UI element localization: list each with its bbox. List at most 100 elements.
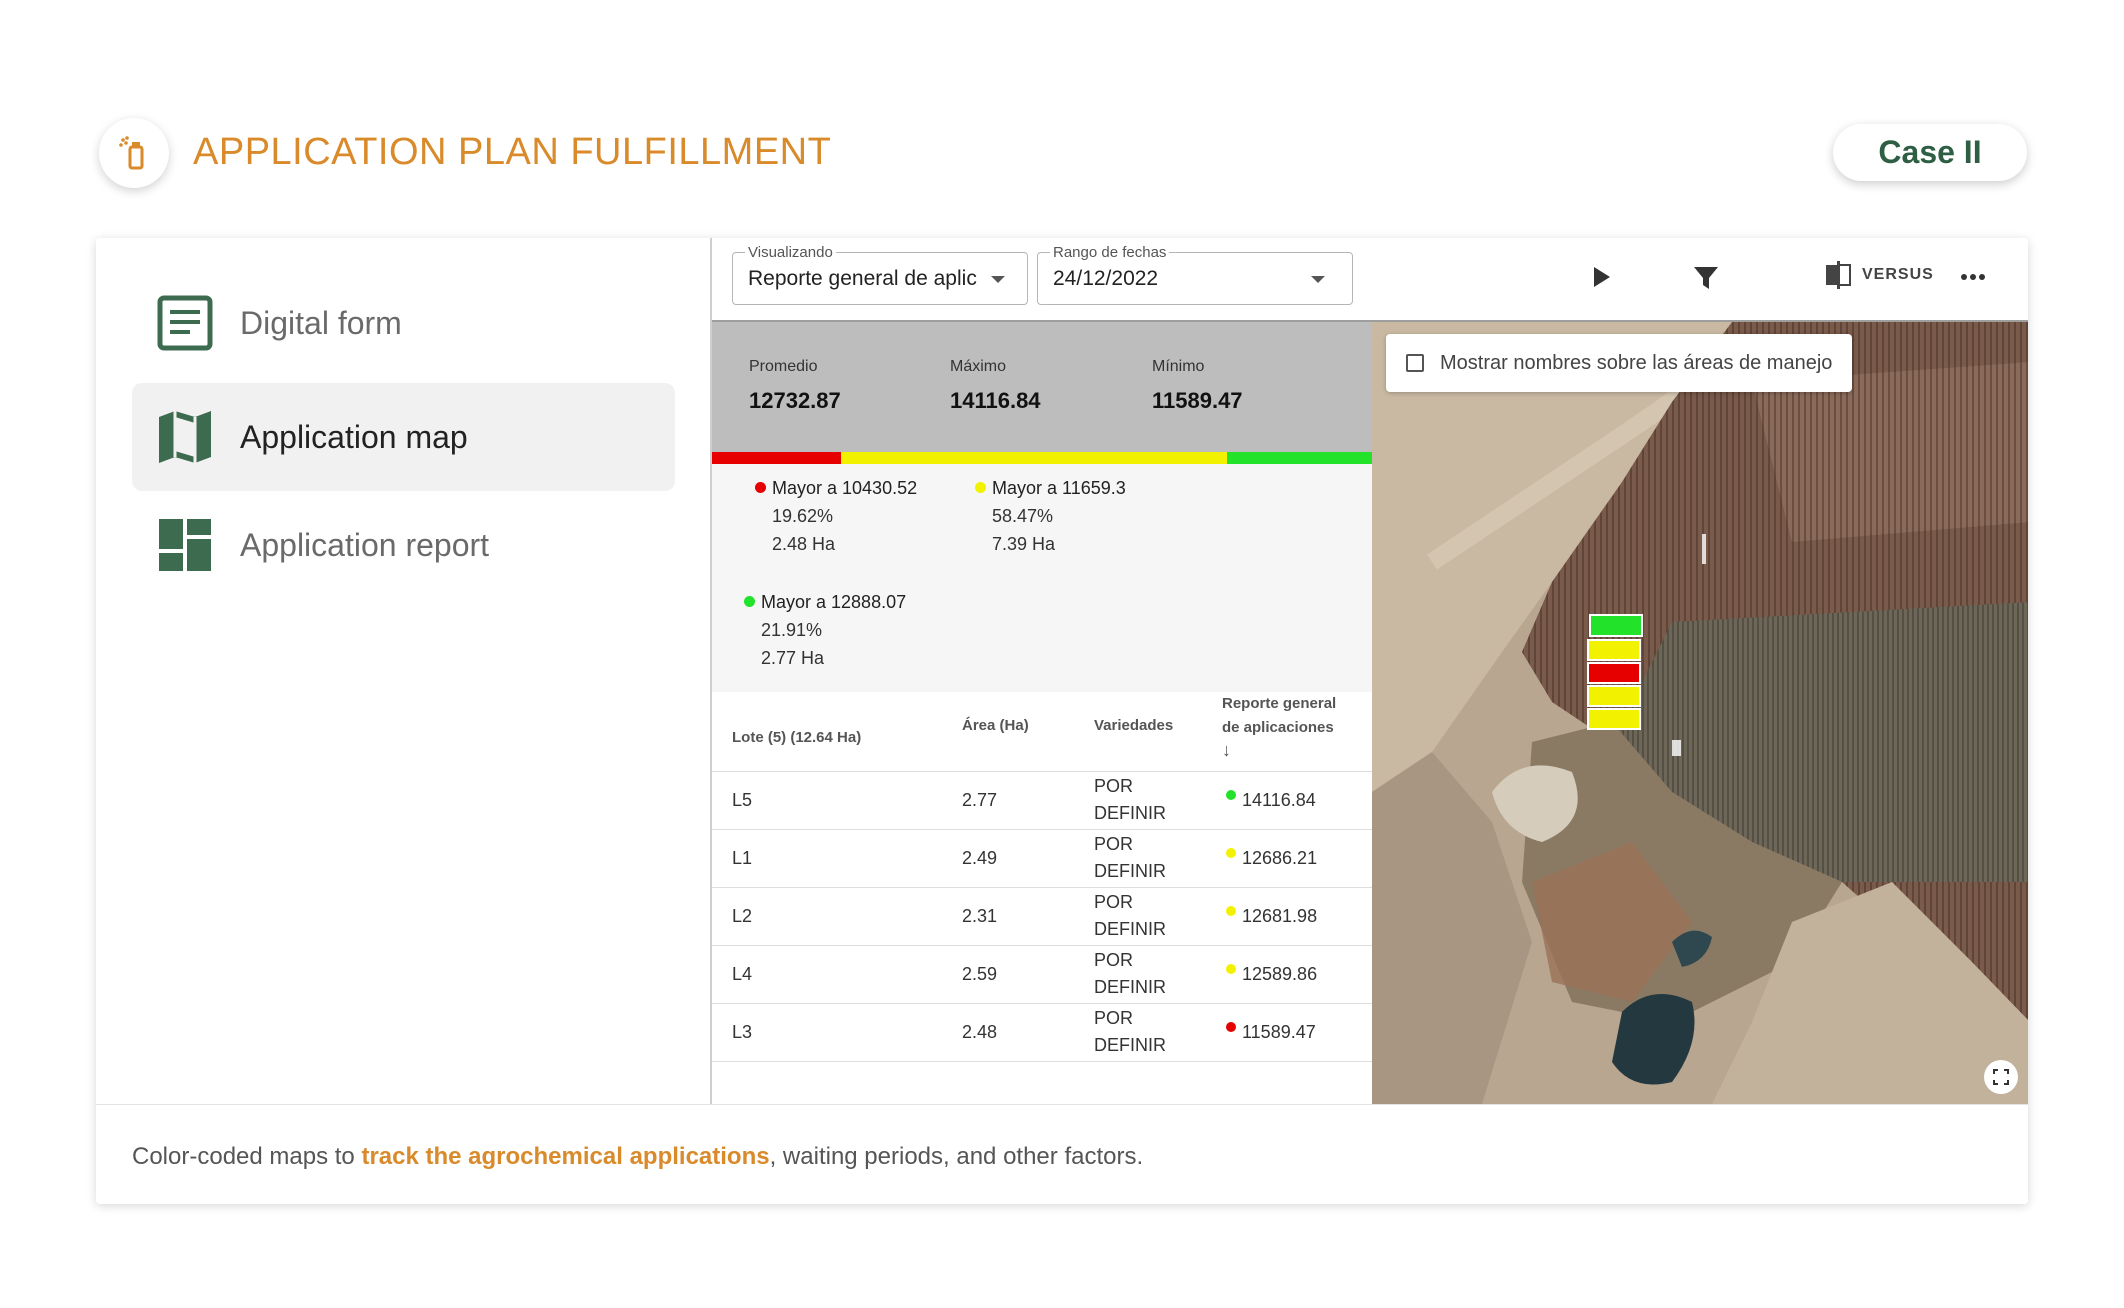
variety-line1: POR: [1094, 834, 1134, 854]
column-header-area[interactable]: Área (Ha): [962, 717, 1029, 734]
legend-item-yellow: Mayor a 11659.3 58.47% 7.39 Ha: [975, 474, 1126, 558]
yellow-dot-icon: [975, 482, 986, 493]
cell-variety: POR DEFINIR: [1094, 889, 1166, 943]
map-lot-l1[interactable]: [1587, 639, 1641, 661]
footer-text-start: Color-coded maps to: [132, 1143, 362, 1170]
table-header: Lote (5) (12.64 Ha) Área (Ha) Variedades…: [712, 692, 1372, 772]
legend-area: 7.39 Ha: [992, 534, 1056, 554]
menu-item-application-map[interactable]: Application map: [132, 383, 675, 491]
stat-label: Máximo: [950, 358, 1007, 375]
report-header-line2: de aplicaciones: [1222, 719, 1334, 736]
variety-line1: POR: [1094, 776, 1134, 796]
stat-maximum: Máximo 14116.84: [950, 358, 1041, 414]
variety-line1: POR: [1094, 1008, 1134, 1028]
menu-label: Application map: [240, 418, 468, 455]
table-row[interactable]: L4 2.59 POR DEFINIR 12589.86: [712, 946, 1372, 1004]
legend-label: Mayor a 11659.3: [992, 478, 1126, 498]
report-value: 11589.47: [1242, 1022, 1316, 1042]
status-dot-icon: [1226, 848, 1236, 858]
dashboard-icon: [157, 517, 213, 573]
cell-report: 14116.84: [1226, 790, 1316, 811]
table-row[interactable]: L5 2.77 POR DEFINIR 14116.84: [712, 772, 1372, 830]
date-range-select[interactable]: Rango de fechas 24/12/2022: [1037, 244, 1353, 305]
cell-area: 2.59: [962, 964, 998, 984]
legend-percent: 58.47%: [992, 506, 1054, 526]
map-lot-l2[interactable]: [1587, 662, 1641, 684]
green-dot-icon: [744, 596, 755, 607]
column-header-varieties[interactable]: Variedades: [1094, 717, 1174, 734]
stat-label: Mínimo: [1152, 358, 1205, 375]
legend-percent: 19.62%: [772, 506, 834, 526]
checkbox-icon[interactable]: [1406, 354, 1424, 372]
variety-line2: DEFINIR: [1094, 977, 1166, 997]
status-dot-icon: [1226, 790, 1236, 800]
viewing-value: Reporte general de aplic: [748, 267, 977, 290]
fullscreen-button[interactable]: [1984, 1060, 2018, 1094]
legend-bar-segment: [712, 452, 841, 464]
chevron-down-icon: [991, 276, 1005, 283]
table-row[interactable]: L3 2.48 POR DEFINIR 11589.47: [712, 1004, 1372, 1062]
status-dot-icon: [1226, 906, 1236, 916]
footer-description: Color-coded maps to track the agrochemic…: [132, 1143, 1143, 1171]
map-icon: [157, 409, 213, 465]
table-row[interactable]: L1 2.49 POR DEFINIR 12686.21: [712, 830, 1372, 888]
map-lot-l4[interactable]: [1587, 685, 1641, 707]
variety-line2: DEFINIR: [1094, 861, 1166, 881]
versus-label: VERSUS: [1862, 266, 1934, 283]
feature-card: Digital form Application map Application…: [96, 238, 2028, 1204]
logo-badge: [99, 118, 169, 188]
map-lot-l5[interactable]: [1589, 614, 1643, 637]
variety-line2: DEFINIR: [1094, 803, 1166, 823]
legend-item-green: Mayor a 12888.07 21.91% 2.77 Ha: [744, 588, 906, 672]
cell-variety: POR DEFINIR: [1094, 773, 1166, 827]
show-names-label: Mostrar nombres sobre las áreas de manej…: [1440, 351, 1833, 374]
cell-report: 12681.98: [1226, 906, 1317, 927]
document-icon: [157, 295, 213, 351]
column-header-lote[interactable]: Lote (5) (12.64 Ha): [732, 729, 862, 746]
legend-label: Mayor a 10430.52: [772, 478, 918, 498]
stats-panel: Promedio 12732.87 Máximo 14116.84 Mínimo…: [712, 322, 1372, 452]
menu-item-digital-form[interactable]: Digital form: [132, 269, 675, 377]
menu-item-application-report[interactable]: Application report: [132, 491, 675, 599]
cell-report: 11589.47: [1226, 1022, 1316, 1043]
report-value: 14116.84: [1242, 790, 1316, 810]
legend-percent: 21.91%: [761, 620, 823, 640]
app-screen: Visualizando Reporte general de aplic Ra…: [710, 238, 2028, 1104]
table-row[interactable]: L2 2.31 POR DEFINIR 12681.98: [712, 888, 1372, 946]
versus-button[interactable]: VERSUS: [1824, 260, 1934, 290]
footer-highlight: track the agrochemical applications: [361, 1143, 770, 1170]
satellite-map[interactable]: Mostrar nombres sobre las áreas de manej…: [1372, 322, 2028, 1104]
stat-average: Promedio 12732.87: [749, 358, 841, 414]
filter-icon[interactable]: [1693, 265, 1719, 291]
stat-value: 11589.47: [1152, 388, 1243, 413]
legend-area: 2.48 Ha: [772, 534, 836, 554]
variety-line1: POR: [1094, 892, 1134, 912]
more-options-icon[interactable]: [1960, 273, 1986, 281]
cell-variety: POR DEFINIR: [1094, 1005, 1166, 1059]
legend-bar-segment: [841, 452, 1227, 464]
legend-label: Mayor a 12888.07: [761, 592, 907, 612]
cell-variety: POR DEFINIR: [1094, 947, 1166, 1001]
show-names-checkbox[interactable]: Mostrar nombres sobre las áreas de manej…: [1386, 334, 1853, 392]
report-value: 12681.98: [1242, 906, 1318, 926]
cell-area: 2.49: [962, 848, 998, 868]
fullscreen-icon: [1993, 1069, 2009, 1085]
cell-lote: L1: [732, 848, 753, 868]
case-badge[interactable]: Case II: [1833, 124, 2027, 181]
cell-area: 2.48: [962, 1022, 998, 1042]
chevron-down-icon: [1311, 276, 1325, 283]
cell-lote: L2: [732, 906, 753, 926]
cell-area: 2.77: [962, 790, 998, 810]
cell-area: 2.31: [962, 906, 998, 926]
column-header-report[interactable]: Reporte general de aplicaciones ↓: [1222, 692, 1336, 760]
spray-bottle-icon: [119, 136, 144, 170]
cell-lote: L5: [732, 790, 753, 810]
stat-minimum: Mínimo 11589.47: [1152, 358, 1243, 414]
menu-label: Application report: [240, 526, 490, 563]
viewing-select[interactable]: Visualizando Reporte general de aplic: [732, 244, 1028, 305]
cell-report: 12589.86: [1226, 964, 1317, 985]
play-icon[interactable]: [1590, 265, 1612, 289]
footer-text-end: , waiting periods, and other factors.: [769, 1143, 1144, 1170]
map-lot-l3[interactable]: [1587, 708, 1641, 730]
red-dot-icon: [755, 482, 766, 493]
